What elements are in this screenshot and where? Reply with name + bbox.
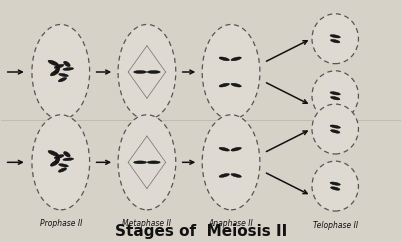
Ellipse shape <box>59 74 68 77</box>
Ellipse shape <box>48 150 59 156</box>
Ellipse shape <box>118 25 175 120</box>
Ellipse shape <box>50 161 59 166</box>
Ellipse shape <box>329 182 340 185</box>
Text: Stages of  Meiosis II: Stages of Meiosis II <box>115 224 286 239</box>
Ellipse shape <box>219 83 229 87</box>
Ellipse shape <box>219 57 229 61</box>
Ellipse shape <box>32 25 89 120</box>
Ellipse shape <box>231 57 241 61</box>
Ellipse shape <box>55 67 60 73</box>
Ellipse shape <box>50 70 59 76</box>
Ellipse shape <box>147 71 160 74</box>
Ellipse shape <box>330 130 339 133</box>
Ellipse shape <box>330 187 339 190</box>
Ellipse shape <box>231 83 241 87</box>
Ellipse shape <box>219 147 229 151</box>
Ellipse shape <box>311 161 358 211</box>
Text: Metaphase II: Metaphase II <box>122 219 171 228</box>
Ellipse shape <box>63 158 73 161</box>
Ellipse shape <box>219 174 229 177</box>
Ellipse shape <box>55 158 60 163</box>
Ellipse shape <box>329 35 340 38</box>
Ellipse shape <box>330 96 339 100</box>
Text: Telophase II: Telophase II <box>312 221 357 229</box>
Ellipse shape <box>54 155 64 159</box>
Ellipse shape <box>32 115 89 210</box>
Ellipse shape <box>202 25 259 120</box>
Ellipse shape <box>231 174 241 177</box>
Ellipse shape <box>202 115 259 210</box>
Ellipse shape <box>58 168 67 172</box>
Ellipse shape <box>58 78 67 82</box>
Ellipse shape <box>330 39 339 43</box>
Ellipse shape <box>147 161 160 164</box>
Ellipse shape <box>133 161 146 164</box>
Ellipse shape <box>63 152 70 157</box>
Ellipse shape <box>311 14 358 64</box>
Ellipse shape <box>48 60 59 66</box>
Ellipse shape <box>311 71 358 121</box>
Ellipse shape <box>329 92 340 95</box>
Text: Prophase II: Prophase II <box>40 219 82 228</box>
Ellipse shape <box>63 61 70 67</box>
Ellipse shape <box>59 164 68 167</box>
Ellipse shape <box>133 71 146 74</box>
Ellipse shape <box>329 125 340 128</box>
Ellipse shape <box>63 67 73 70</box>
Ellipse shape <box>54 64 64 68</box>
Ellipse shape <box>311 104 358 154</box>
Text: Anaphase II: Anaphase II <box>208 219 253 228</box>
Ellipse shape <box>118 115 175 210</box>
Ellipse shape <box>231 147 241 151</box>
